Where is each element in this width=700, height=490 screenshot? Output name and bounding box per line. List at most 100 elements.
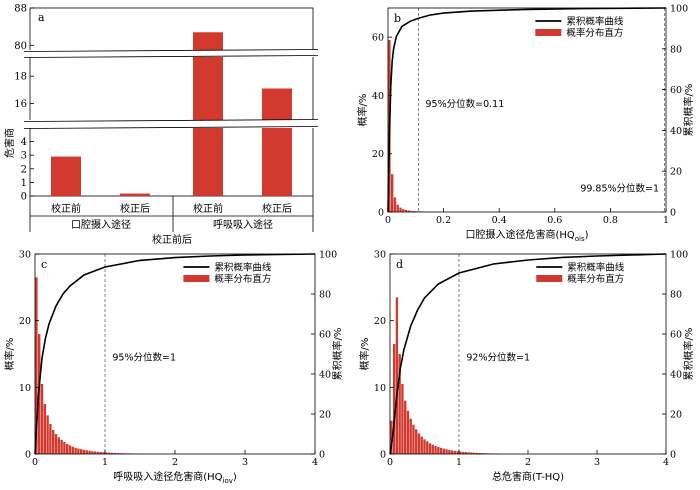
- y-tick-label: 4: [21, 137, 27, 148]
- x-axis-label: 呼吸吸入途径危害商(HQiov): [113, 470, 237, 485]
- y-tick-label-right: 60: [670, 85, 682, 96]
- bar: [193, 32, 223, 50]
- panel-a-xlabel: 校正前后: [152, 233, 192, 246]
- histogram-bar: [96, 451, 100, 454]
- x-axis-label: 口腔摄入途径危害商(HQois): [465, 228, 588, 243]
- histogram-bar: [105, 452, 108, 454]
- histogram-bar: [475, 452, 479, 454]
- panel-a: a 危害商 0 1 2 3 4 16 18 80 88 校正前 校正后 校正前 校正后 口腔摄入…: [3, 4, 319, 246]
- panel-a-frame: [29, 7, 314, 197]
- histogram-bar: [399, 207, 402, 212]
- group-label-inhalation: 呼吸吸入途径: [213, 218, 273, 231]
- y-tick-label-left: 60: [372, 33, 384, 44]
- y-tick-label-right: 80: [670, 44, 682, 55]
- x-tick-label: 4: [663, 457, 669, 468]
- legend-label: 累积概率曲线: [214, 262, 272, 274]
- axis-break-line: [23, 55, 319, 58]
- x-tick-label: 4: [312, 457, 318, 468]
- y-tick-label: 16: [14, 99, 27, 110]
- histogram-bar: [442, 448, 445, 454]
- histogram-bar: [412, 424, 415, 454]
- histogram-bar: [82, 449, 86, 454]
- y-tick-label-right: 0: [319, 450, 325, 461]
- axis-break-line: [23, 119, 319, 122]
- histogram-bar: [88, 450, 91, 454]
- category-label: 校正后: [120, 202, 150, 215]
- annotation: 92%分位数=1: [466, 352, 530, 364]
- histogram-bar: [52, 430, 55, 454]
- histogram-bar: [434, 446, 437, 454]
- x-tick-label: 2: [525, 457, 531, 468]
- x-tick-label: 3: [594, 457, 600, 468]
- y-tick-label: 18: [14, 72, 27, 83]
- histogram-bar: [417, 433, 421, 454]
- y-tick-label-right: 40: [670, 126, 682, 137]
- bar: [51, 156, 81, 196]
- x-tick-label: 0: [387, 457, 393, 468]
- x-tick-label: 2: [172, 457, 178, 468]
- y-tick-label-left: 20: [374, 316, 386, 327]
- axis-break-gap: [24, 120, 318, 128]
- y-tick-label-left: 30: [374, 250, 386, 261]
- y-tick-label-right: 20: [670, 410, 682, 421]
- histogram-bar: [406, 410, 410, 454]
- histogram-bar: [450, 450, 454, 454]
- cumulative-curve: [387, 7, 667, 213]
- x-tick-label: 0.8: [603, 215, 618, 226]
- y-tick-label-right: 60: [319, 330, 331, 341]
- x-tick-label: 1: [102, 457, 108, 468]
- y-tick-label-right: 40: [319, 370, 331, 381]
- category-label: 校正前: [193, 202, 223, 215]
- histogram-bar: [453, 450, 457, 454]
- y-tick-label-right: 40: [670, 370, 682, 381]
- y-tick-label-right: 80: [319, 290, 331, 301]
- annotation: 99.85%分位数=1: [580, 183, 659, 195]
- histogram-bar: [402, 209, 405, 212]
- histogram-bar: [71, 446, 74, 454]
- x-tick-label: 0: [32, 457, 38, 468]
- y-tick-label-right: 100: [670, 4, 688, 15]
- histogram-bar: [392, 344, 396, 454]
- histogram-bar: [102, 452, 105, 454]
- histogram-bar: [43, 404, 46, 454]
- histogram-bar: [459, 451, 462, 454]
- y-tick-label-right: 0: [670, 208, 676, 219]
- histogram-bar: [77, 448, 80, 454]
- y-tick-label-left: 0: [380, 450, 386, 461]
- histogram-bar: [398, 354, 401, 454]
- histogram-bar: [74, 447, 77, 454]
- histogram-bar: [49, 424, 52, 454]
- y-tick-label-right: 0: [670, 450, 676, 461]
- cumulative-curve: [389, 253, 667, 455]
- x-tick-label: 0.2: [436, 215, 451, 226]
- y-tick-label-right: 20: [670, 167, 682, 178]
- histogram-bar: [99, 452, 102, 454]
- histogram-bar: [395, 297, 399, 454]
- histogram-bar: [409, 418, 412, 454]
- y-tick-label-left: 0: [378, 208, 384, 219]
- legend-hist-swatch: [536, 275, 563, 282]
- y-axis-label-right: 累积概率/%: [682, 328, 695, 381]
- y-tick-label: 2: [21, 164, 27, 175]
- histogram-bar: [456, 451, 459, 454]
- x-tick-label: 1: [456, 457, 462, 468]
- legend-label: 累积概率曲线: [566, 16, 624, 28]
- histogram-bar: [113, 452, 116, 454]
- y-axis-label-right: 累积概率/%: [331, 328, 344, 381]
- legend-hist-swatch: [183, 275, 210, 282]
- bar-segment-low: [193, 128, 223, 196]
- y-tick-label-right: 100: [670, 250, 688, 261]
- histogram-bar: [390, 174, 394, 212]
- legend-label: 概率分布直方: [214, 273, 271, 285]
- histogram-bar: [390, 420, 393, 454]
- y-tick-label-left: 10: [374, 383, 386, 394]
- x-tick-label: 1: [663, 215, 669, 226]
- y-tick-label-right: 20: [319, 410, 331, 421]
- histogram-bar: [439, 447, 443, 454]
- histogram-bar: [410, 210, 413, 212]
- histogram-bar: [116, 453, 119, 454]
